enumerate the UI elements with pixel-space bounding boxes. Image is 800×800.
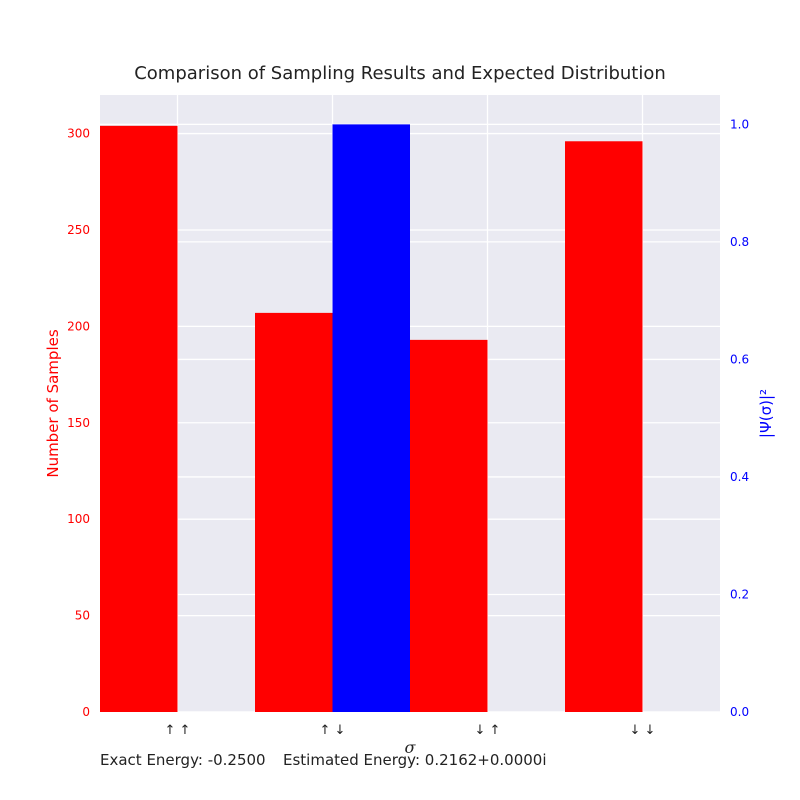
y-tick-right: 1.0: [730, 117, 749, 131]
sample-count-bar: [255, 312, 333, 712]
x-tick: ↓ ↑: [475, 723, 501, 738]
estimated-energy-text: Estimated Energy: 0.2162+0.0000i: [283, 751, 547, 769]
sample-count-bar: [410, 339, 488, 712]
y-tick-right: 0.6: [730, 352, 749, 366]
exact-energy-text: Exact Energy: -0.2500: [100, 751, 266, 769]
sample-count-bar: [100, 125, 178, 713]
y-axis-label-left: Number of Samples: [44, 329, 62, 477]
x-axis-label: σ: [405, 738, 417, 757]
y-tick-left: 250: [67, 223, 90, 237]
x-tick: ↓ ↓: [630, 723, 656, 738]
y-tick-right: 0.4: [730, 470, 749, 484]
y-tick-left: 0: [82, 705, 90, 719]
chart-title: Comparison of Sampling Results and Expec…: [134, 63, 666, 84]
y-tick-right: 0.0: [730, 705, 749, 719]
y-tick-left: 200: [67, 319, 90, 333]
tick-labels: 0 50 100 150 200 250 300 0.0 0.2 0.4 0.6 0.8 1.0 ↑ ↑ ↑…: [67, 117, 749, 738]
x-tick: ↑ ↑: [165, 723, 191, 738]
y-tick-left: 150: [67, 416, 90, 430]
x-tick: ↑ ↓: [320, 723, 346, 738]
y-tick-left: 300: [67, 127, 90, 141]
y-tick-left: 100: [67, 512, 90, 526]
y-tick-right: 0.2: [730, 587, 749, 601]
bars: [100, 124, 643, 713]
y-tick-right: 0.8: [730, 235, 749, 249]
y-axis-label-right: |Ψ(σ)|²: [757, 389, 775, 438]
expected-prob-bar: [332, 124, 410, 712]
y-tick-left: 50: [75, 609, 90, 623]
sample-count-bar: [565, 141, 643, 712]
